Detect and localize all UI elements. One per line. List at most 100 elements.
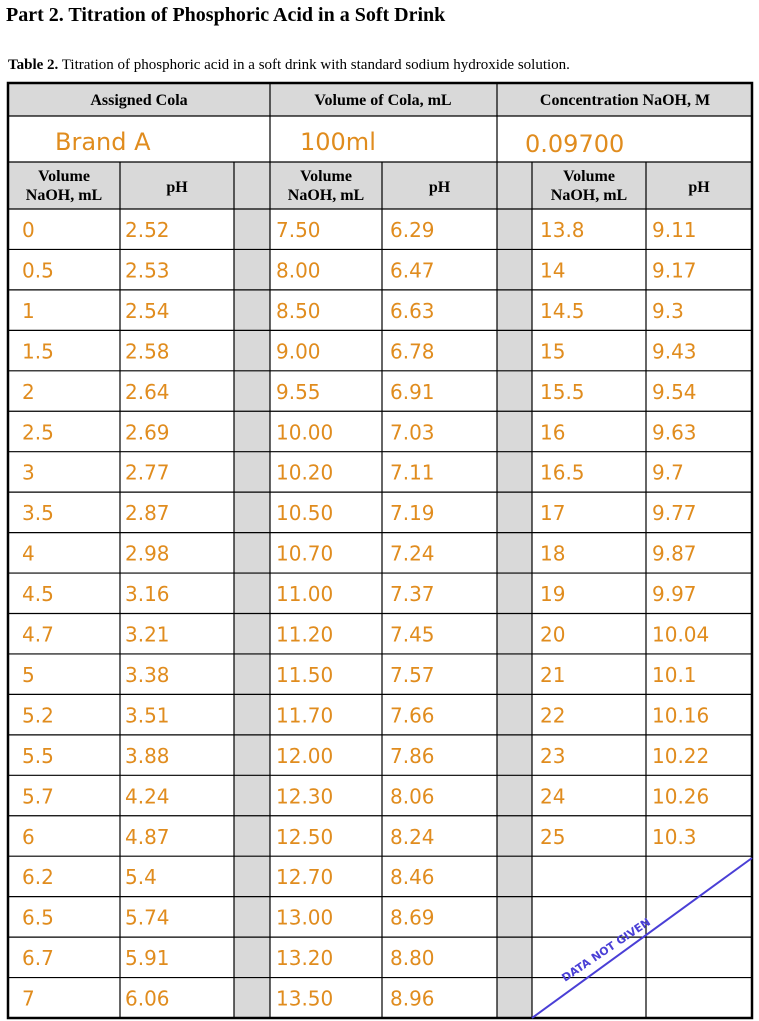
- cell-volume-naoh: 13.50: [276, 987, 333, 1011]
- cell-ph: 10.3: [652, 825, 697, 849]
- cell-ph: 9.7: [652, 461, 684, 485]
- cell-ph: 8.69: [390, 906, 435, 930]
- value-conc-naoh: 0.09700: [525, 130, 624, 158]
- cell-ph: 3.38: [125, 663, 170, 687]
- cell-ph: 7.03: [390, 420, 435, 444]
- cell-ph: 3.51: [125, 703, 170, 727]
- cell-ph: 10.26: [652, 784, 709, 808]
- cell-volume-naoh: 4: [22, 542, 35, 566]
- cell-volume-naoh: 10.00: [276, 420, 333, 444]
- cell-volume-naoh: 10.20: [276, 461, 333, 485]
- cell-ph: 7.86: [390, 744, 435, 768]
- cell-ph: 2.52: [125, 218, 170, 242]
- cell-ph: 7.37: [390, 582, 435, 606]
- cell-volume-naoh: 4.5: [22, 582, 54, 606]
- cell-volume-naoh: 1: [22, 299, 35, 323]
- subheader-volume-naoh: Volume: [300, 168, 352, 185]
- cell-ph: 2.53: [125, 258, 170, 282]
- cell-ph: 2.64: [125, 380, 170, 404]
- cell-volume-naoh: 6.5: [22, 906, 54, 930]
- cell-volume-naoh: 12.00: [276, 744, 333, 768]
- subheader-ph: pH: [166, 179, 188, 196]
- header-conc-naoh: Concentration NaOH, M: [540, 92, 710, 109]
- cell-volume-naoh: 6: [22, 825, 35, 849]
- cell-ph: 5.74: [125, 906, 170, 930]
- cell-volume-naoh: 3: [22, 461, 35, 485]
- cell-ph: 10.04: [652, 623, 709, 647]
- cell-volume-naoh: 22: [540, 703, 565, 727]
- header-row-bg: [8, 83, 752, 116]
- cell-volume-naoh: 16.5: [540, 461, 585, 485]
- cell-volume-naoh: 5.2: [22, 703, 54, 727]
- cell-ph: 2.54: [125, 299, 170, 323]
- cell-volume-naoh: 13.20: [276, 946, 333, 970]
- cell-ph: 9.77: [652, 501, 697, 525]
- cell-volume-naoh: 8.00: [276, 258, 321, 282]
- cell-ph: 6.63: [390, 299, 435, 323]
- cell-volume-naoh: 8.50: [276, 299, 321, 323]
- part-title: Part 2. Titration of Phosphoric Acid in …: [6, 4, 446, 26]
- cell-ph: 5.91: [125, 946, 170, 970]
- cell-volume-naoh: 9.55: [276, 380, 321, 404]
- cell-ph: 9.87: [652, 542, 697, 566]
- cell-volume-naoh: 7: [22, 987, 35, 1011]
- cell-ph: 3.21: [125, 623, 170, 647]
- data-not-given-line: [531, 857, 753, 1019]
- cell-volume-naoh: 25: [540, 825, 565, 849]
- cell-ph: 6.47: [390, 258, 435, 282]
- cell-volume-naoh: 21: [540, 663, 565, 687]
- value-volume-cola: 100ml: [300, 128, 376, 156]
- cell-ph: 7.11: [390, 461, 435, 485]
- header-volume-cola: Volume of Cola, mL: [314, 92, 451, 109]
- subheader-ph: pH: [429, 179, 451, 196]
- cell-volume-naoh: 18: [540, 542, 565, 566]
- cell-ph: 8.46: [390, 865, 435, 889]
- cell-ph: 9.97: [652, 582, 697, 606]
- subheader-ph: pH: [688, 179, 710, 196]
- cell-ph: 2.69: [125, 420, 170, 444]
- cell-ph: 8.06: [390, 784, 435, 808]
- cell-volume-naoh: 1.5: [22, 339, 54, 363]
- caption-label: Table 2.: [8, 57, 59, 73]
- cell-volume-naoh: 15.5: [540, 380, 585, 404]
- cell-volume-naoh: 11.70: [276, 703, 333, 727]
- cell-volume-naoh: 11.20: [276, 623, 333, 647]
- cell-volume-naoh: 7.50: [276, 218, 321, 242]
- cell-ph: 2.77: [125, 461, 170, 485]
- cell-ph: 5.4: [125, 865, 157, 889]
- subheader-volume-naoh: NaOH, mL: [551, 187, 627, 204]
- cell-volume-naoh: 5: [22, 663, 35, 687]
- cell-volume-naoh: 4.7: [22, 623, 54, 647]
- table-caption: Table 2. Titration of phosphoric acid in…: [8, 57, 570, 74]
- cell-volume-naoh: 11.00: [276, 582, 333, 606]
- cell-ph: 8.24: [390, 825, 435, 849]
- cell-ph: 6.29: [390, 218, 435, 242]
- cell-ph: 4.87: [125, 825, 170, 849]
- cell-volume-naoh: 0: [22, 218, 35, 242]
- cell-ph: 7.66: [390, 703, 435, 727]
- cell-volume-naoh: 23: [540, 744, 565, 768]
- cell-ph: 3.16: [125, 582, 170, 606]
- cell-volume-naoh: 20: [540, 623, 565, 647]
- cell-ph: 7.45: [390, 623, 435, 647]
- spacer-column-1: [234, 162, 270, 1018]
- cell-volume-naoh: 6.2: [22, 865, 54, 889]
- cell-ph: 2.98: [125, 542, 170, 566]
- cell-ph: 9.43: [652, 339, 697, 363]
- cell-ph: 10.1: [652, 663, 697, 687]
- cell-ph: 7.24: [390, 542, 435, 566]
- cell-ph: 9.54: [652, 380, 697, 404]
- cell-volume-naoh: 13.8: [540, 218, 585, 242]
- cell-ph: 8.80: [390, 946, 435, 970]
- cell-ph: 9.63: [652, 420, 697, 444]
- cell-volume-naoh: 10.70: [276, 542, 333, 566]
- cell-volume-naoh: 6.7: [22, 946, 54, 970]
- cell-ph: 2.87: [125, 501, 170, 525]
- subheader-volume-naoh: NaOH, mL: [26, 187, 102, 204]
- cell-volume-naoh: 14.5: [540, 299, 585, 323]
- cell-ph: 6.78: [390, 339, 435, 363]
- table-border: [6, 81, 754, 1020]
- cell-volume-naoh: 12.70: [276, 865, 333, 889]
- cell-volume-naoh: 19: [540, 582, 565, 606]
